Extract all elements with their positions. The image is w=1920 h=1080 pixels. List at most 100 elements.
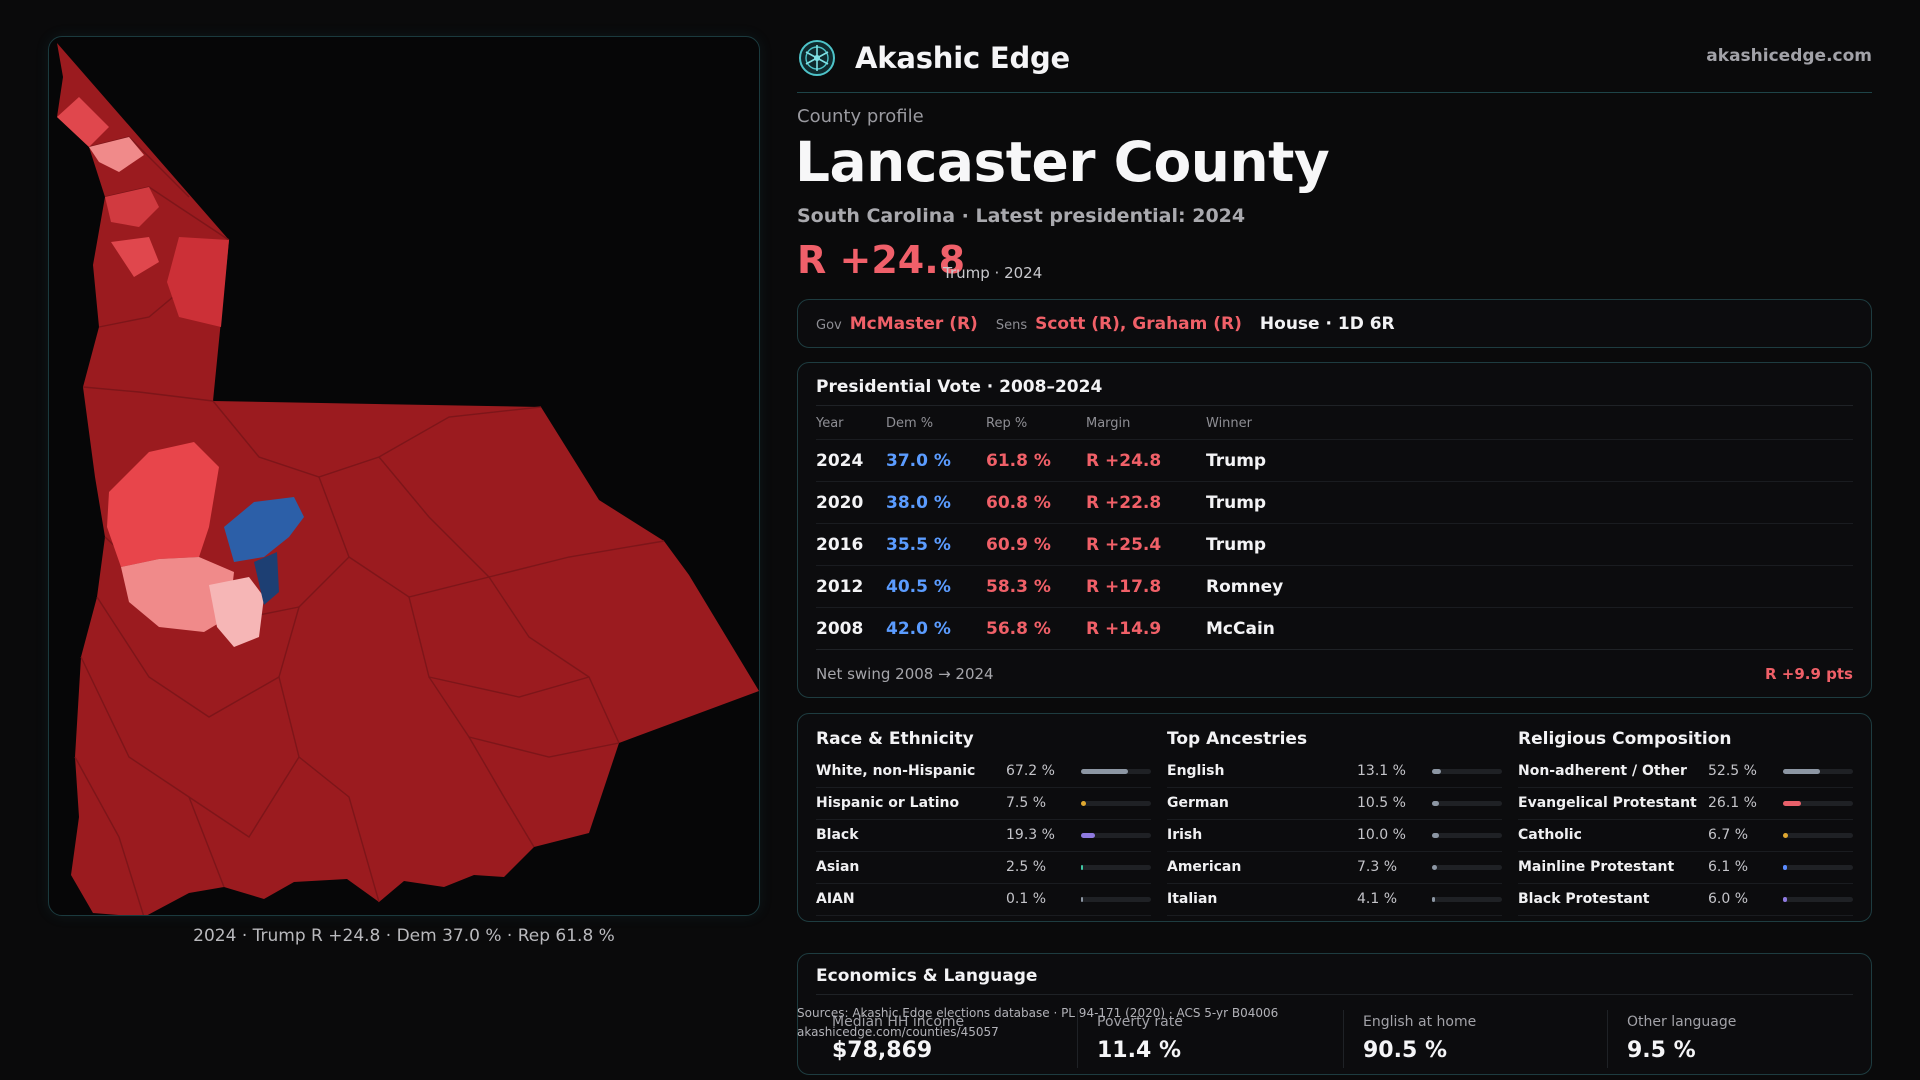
table-row: 2008 42.0 % 56.8 % R +14.9 McCain [816,607,1853,649]
presidential-vote-card: Presidential Vote · 2008–2024 Year Dem %… [797,362,1872,698]
cell-winner: Trump [1206,451,1267,471]
item-label: AIAN [816,891,855,907]
item-label: Mainline Protestant [1518,859,1675,875]
stat-value: 9.5 % [1627,1038,1696,1063]
precinct-dark-blue [254,552,279,605]
share-bar-fill [1081,801,1086,806]
header-divider [797,92,1872,93]
item-percent: 7.3 % [1357,859,1398,875]
officials-card: Gov McMaster (R) Sens Scott (R), Graham … [797,299,1872,348]
col-header-dem: Dem % [886,416,934,431]
precinct-pale-pink [209,577,264,647]
gov-label: Gov [816,318,842,333]
item-label: Black Protestant [1518,891,1650,907]
share-bar-track [1081,865,1151,870]
share-bar-fill [1783,801,1801,806]
col-header-year: Year [816,416,844,431]
cell-margin: R +14.9 [1086,619,1162,639]
share-bar-track [1081,833,1151,838]
economics-title: Economics & Language [816,966,1038,986]
share-bar-fill [1432,897,1435,902]
page-subtitle: South Carolina · Latest presidential: 20… [797,205,1246,227]
share-bar-track [1432,769,1502,774]
item-percent: 2.5 % [1006,859,1047,875]
share-bar-fill [1432,769,1441,774]
cell-dem: 40.5 % [886,577,951,597]
col-header-winner: Winner [1206,416,1253,431]
item-percent: 52.5 % [1708,763,1757,779]
economics-card: Economics & Language [797,953,1872,1075]
cell-winner: Trump [1206,493,1267,513]
col-header-margin: Margin [1086,416,1131,431]
table-row: 2024 37.0 % 61.8 % R +24.8 Trump [816,439,1853,481]
demographic-column: Top Ancestries English 13.1 % German 10.5 % I… [1167,714,1502,921]
list-item: Non-adherent / Other 52.5 % [1518,756,1853,788]
cell-winner: McCain [1206,619,1275,639]
precinct-map[interactable] [48,36,760,916]
item-label: White, non-Hispanic [816,763,976,779]
share-bar-fill [1081,865,1083,870]
cell-rep: 60.8 % [986,493,1051,513]
sources-footer: Sources: Akashic Edge elections database… [797,1004,1278,1042]
share-bar-track [1783,865,1853,870]
net-swing-label: Net swing 2008 → 2024 [816,665,994,683]
cell-rep: 60.9 % [986,535,1051,555]
cell-margin: R +22.8 [1086,493,1162,513]
cell-rep: 61.8 % [986,451,1051,471]
economics-separator [1077,1010,1078,1068]
list-item: AIAN 0.1 % [816,884,1151,916]
cell-margin: R +25.4 [1086,535,1162,555]
title-divider [816,405,1853,406]
list-item: Black Protestant 6.0 % [1518,884,1853,916]
cell-year: 2024 [816,451,864,471]
cell-dem: 42.0 % [886,619,951,639]
item-percent: 26.1 % [1708,795,1757,811]
share-bar-track [1432,865,1502,870]
share-bar-track [1783,897,1853,902]
list-item: Evangelical Protestant 26.1 % [1518,788,1853,820]
share-bar-track [1081,897,1151,902]
table-row: 2012 40.5 % 58.3 % R +17.8 Romney [816,565,1853,607]
county-url-link[interactable]: akashicedge.com/counties/45057 [797,1025,999,1039]
list-item: White, non-Hispanic 67.2 % [816,756,1151,788]
share-bar-fill [1081,897,1083,902]
county-map-svg [57,43,759,915]
precinct-light-red [107,442,219,567]
list-item: Irish 10.0 % [1167,820,1502,852]
share-bar-fill [1081,833,1095,838]
demographic-column: Religious Composition Non-adherent / Othe… [1518,714,1853,921]
item-label: Black [816,827,859,843]
share-bar-fill [1783,865,1787,870]
cell-dem: 38.0 % [886,493,951,513]
stat-value: 90.5 % [1363,1038,1447,1063]
item-label: Non-adherent / Other [1518,763,1687,779]
page-title: Lancaster County [795,130,1330,194]
headline-margin-note: Trump · 2024 [943,264,1043,282]
precinct-pink [121,557,234,632]
item-percent: 13.1 % [1357,763,1406,779]
cell-margin: R +17.8 [1086,577,1162,597]
share-bar-fill [1432,833,1439,838]
sources-line: Sources: Akashic Edge elections database… [797,1006,1279,1020]
economics-stat: English at home 90.5 % [1363,1008,1623,1068]
precinct-north-e [167,237,229,327]
share-bar-track [1081,769,1151,774]
share-bar-fill [1783,897,1787,902]
cell-winner: Trump [1206,535,1267,555]
list-item: Black 19.3 % [816,820,1151,852]
share-bar-track [1432,897,1502,902]
demographic-column-title: Top Ancestries [1167,729,1308,749]
precinct-north-c [105,187,159,227]
list-item: German 10.5 % [1167,788,1502,820]
site-url-link[interactable]: akashicedge.com [1706,46,1872,66]
economics-divider [816,994,1853,995]
share-bar-fill [1081,769,1128,774]
demographics-card: Race & Ethnicity White, non-Hispanic 67.2 … [797,713,1872,922]
brand[interactable]: Akashic Edge [797,38,1070,78]
list-item: American 7.3 % [1167,852,1502,884]
item-percent: 7.5 % [1006,795,1047,811]
item-label: German [1167,795,1229,811]
list-item: Hispanic or Latino 7.5 % [816,788,1151,820]
cell-dem: 35.5 % [886,535,951,555]
share-bar-track [1783,769,1853,774]
